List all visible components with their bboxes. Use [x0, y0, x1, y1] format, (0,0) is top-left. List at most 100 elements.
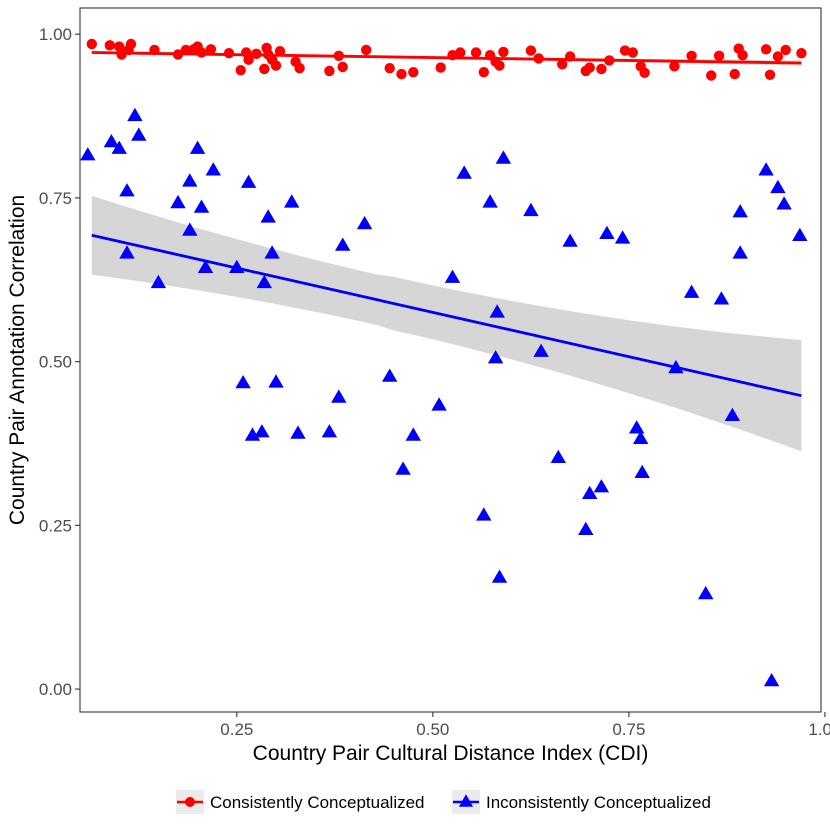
data-point: [669, 61, 680, 72]
data-point: [119, 245, 135, 259]
data-point: [491, 569, 508, 583]
data-point: [578, 521, 594, 535]
data-point: [780, 44, 791, 56]
data-point: [776, 196, 792, 210]
data-point: [489, 304, 505, 318]
data-point: [525, 45, 537, 56]
data-point: [495, 150, 512, 164]
data-point: [763, 673, 780, 687]
data-point: [356, 215, 373, 230]
data-point: [127, 107, 143, 122]
legend-item-consistently-conceptualized: Consistently Conceptualized: [176, 790, 425, 814]
data-point: [713, 291, 730, 305]
data-point: [260, 209, 276, 223]
data-point: [243, 54, 254, 65]
data-point: [478, 67, 489, 78]
data-point: [564, 51, 576, 62]
data-point: [80, 147, 96, 161]
y-tick-label: 0.25: [39, 516, 72, 535]
data-point: [223, 48, 235, 59]
data-point: [729, 68, 740, 80]
data-point: [361, 44, 372, 56]
confidence-band: [91, 195, 802, 452]
data-point: [724, 407, 741, 421]
data-point: [193, 199, 210, 213]
data-point: [550, 449, 566, 463]
data-point: [268, 374, 284, 388]
data-point: [324, 65, 335, 77]
legend-key-triangle-marker: [458, 794, 474, 807]
data-point: [498, 46, 509, 58]
data-point: [792, 227, 808, 241]
data-point: [395, 461, 411, 475]
legend: Consistently Conceptualized Inconsistent…: [176, 790, 711, 814]
data-point: [619, 45, 631, 56]
y-tick-label: 1.00: [39, 25, 72, 44]
legend-key-circle-marker: [185, 797, 195, 807]
x-tick-label: 0.25: [220, 720, 253, 739]
data-point: [627, 47, 638, 58]
data-point: [104, 40, 116, 51]
data-point: [758, 162, 774, 176]
data-point: [290, 425, 306, 439]
data-point: [182, 222, 198, 236]
data-point: [523, 202, 539, 217]
data-point: [405, 427, 421, 441]
data-point: [396, 68, 407, 80]
data-point: [435, 62, 446, 73]
data-points: [80, 38, 808, 687]
y-tick-label: 0.50: [39, 353, 72, 372]
y-axis-title: Country Pair Annotation Correlation: [6, 195, 29, 525]
data-point: [444, 269, 461, 283]
data-point: [737, 50, 748, 61]
data-point: [482, 194, 498, 208]
data-point: [760, 44, 772, 55]
data-point: [596, 63, 607, 75]
data-point: [197, 259, 214, 273]
data-point: [494, 60, 505, 71]
data-point: [557, 59, 568, 70]
data-point: [235, 375, 251, 389]
data-point: [772, 51, 784, 62]
data-point: [796, 48, 807, 59]
data-point: [86, 38, 98, 50]
data-point: [582, 485, 598, 499]
data-point: [180, 44, 192, 56]
data-point: [333, 50, 344, 61]
confidence-bands: [91, 50, 802, 452]
data-point: [639, 67, 650, 79]
data-point: [321, 424, 338, 438]
data-point: [533, 53, 544, 64]
data-point: [487, 350, 504, 364]
data-point: [256, 274, 272, 289]
data-point: [335, 237, 351, 251]
y-tick-label: 0.00: [39, 680, 72, 699]
x-tick-label: 0.50: [416, 720, 449, 739]
data-point: [614, 230, 631, 244]
data-point: [172, 49, 184, 60]
data-point: [382, 368, 398, 382]
data-point: [713, 50, 725, 61]
data-point: [264, 245, 280, 259]
data-point: [770, 179, 786, 194]
data-point: [470, 47, 482, 58]
data-point: [698, 585, 714, 600]
data-point: [125, 38, 137, 50]
x-tick-label: 0.75: [612, 720, 645, 739]
data-point: [240, 174, 257, 188]
data-point: [294, 62, 305, 74]
data-point: [455, 47, 466, 58]
data-point: [119, 183, 135, 197]
plot-panel-border: [79, 7, 822, 713]
data-point: [274, 46, 286, 57]
data-point: [533, 343, 549, 357]
data-point: [706, 70, 717, 81]
data-point: [668, 359, 684, 374]
legend-item-inconsistently-conceptualized: Inconsistently Conceptualized: [452, 790, 711, 814]
data-point: [170, 194, 186, 209]
data-point: [254, 424, 270, 438]
data-point: [150, 274, 167, 289]
data-point: [584, 62, 595, 73]
data-point: [196, 47, 207, 58]
